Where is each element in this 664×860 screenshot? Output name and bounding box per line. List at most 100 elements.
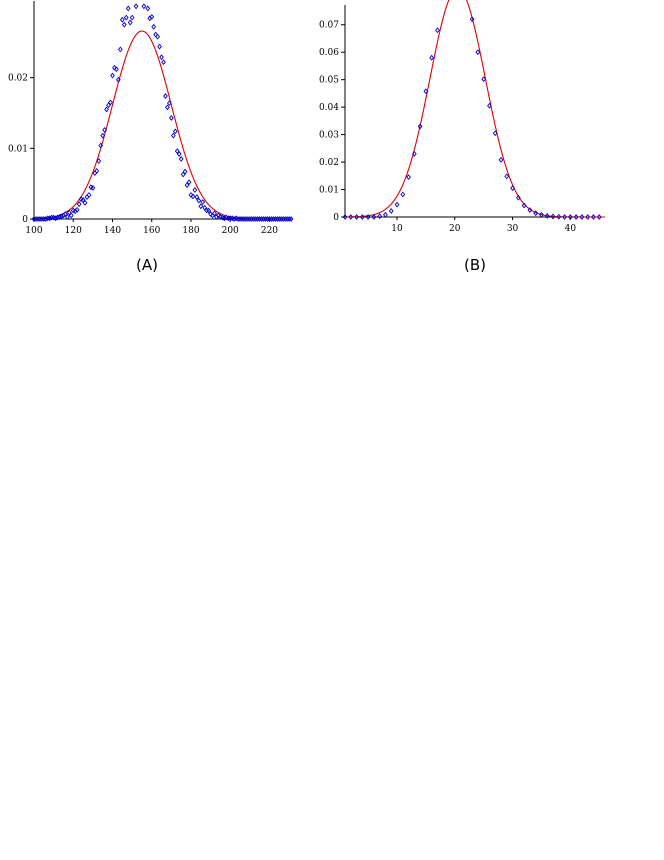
chart-a-data-point	[167, 100, 172, 107]
chart-a-data-point	[74, 206, 80, 213]
chart-a-data-point	[98, 142, 104, 149]
chart-a-data-point	[176, 151, 182, 157]
chart-b-data-point	[487, 102, 492, 109]
chart-b-data-point	[591, 214, 596, 220]
chart-a-data-point	[66, 209, 72, 216]
chart-b-data-point	[342, 214, 348, 220]
chart-b-data-point	[365, 214, 371, 220]
chart-a-data-point	[129, 14, 135, 21]
chart-a-x-tick-label: 100	[25, 226, 42, 236]
chart-a-data-point	[47, 215, 53, 222]
chart-a-data-point	[208, 211, 213, 217]
chart-a-data-point	[57, 213, 62, 220]
chart-a-data-point	[108, 99, 113, 106]
chart-a-data-point	[206, 207, 212, 214]
chart-a-data-point	[80, 197, 86, 203]
chart-b-data-point	[573, 214, 579, 220]
chart-b-data-point	[515, 194, 521, 201]
chart-a-data-point	[221, 215, 227, 222]
chart-a-data-point	[106, 102, 111, 109]
chart-b-data-point	[400, 191, 406, 198]
chart-a-data-point	[161, 59, 166, 66]
chart-b-x-tick-label: 40	[565, 224, 577, 234]
chart-a-data-point	[145, 5, 151, 12]
chart-b-data-point	[521, 202, 527, 209]
chart-b-y-tick-label: 0.03	[319, 131, 339, 141]
chart-a-data-point	[121, 21, 127, 28]
chart-b-data-point	[492, 130, 498, 137]
chart-b-data-point	[533, 210, 539, 217]
chart-a-y-tick-label: 0	[22, 215, 28, 225]
chart-a-y-tick-label: 0.01	[8, 144, 28, 154]
chart-a-data-point	[76, 201, 82, 208]
chart-a-data-point	[216, 212, 221, 219]
chart-a-data-point	[159, 54, 164, 61]
chart-b-data-point	[579, 214, 585, 220]
chart-b-data-point	[383, 211, 388, 218]
chart-a-data-point	[114, 66, 119, 73]
chart-a-data-point	[55, 214, 60, 221]
chart-b-data-point	[498, 156, 504, 163]
chart-b-data-point	[377, 213, 383, 220]
chart-a-data-point	[210, 212, 215, 219]
chart-a-data-point	[196, 197, 202, 204]
chart-b-data-point	[556, 213, 562, 220]
chart-b-data-point	[388, 208, 394, 214]
chart-a-data-point	[188, 192, 194, 198]
chart-a-data-point	[96, 158, 102, 164]
chart-panel-b: 10 20 30 40 0 0.01 0.02 0.03 0.04 0.05 0.06 0.07 (B…	[319, 0, 632, 285]
chart-a-data-point	[202, 204, 208, 211]
chart-b-data-point	[354, 214, 359, 220]
chart-a-data-point	[86, 192, 92, 198]
chart-a-data-point	[157, 43, 162, 50]
chart-a-data-point	[100, 132, 106, 139]
chart-a-data-point	[180, 171, 186, 178]
chart-a-data-point	[110, 72, 115, 79]
chart-b-data-point	[423, 88, 429, 95]
chart-b-data-point	[544, 212, 550, 219]
chart-b-y-tick-label: 0	[333, 213, 339, 223]
chart-b-svg: 10 20 30 40 0 0.01 0.02 0.03 0.04 0.05 0.06 0.07	[319, 0, 605, 234]
chart-b-data-point	[417, 123, 423, 130]
chart-a-data-point	[190, 193, 196, 200]
chart-b-data-point	[429, 54, 435, 61]
chart-a-data-point	[53, 215, 58, 222]
chart-a-data-point	[212, 210, 217, 217]
chart-a-data-point	[155, 33, 160, 40]
chart-a-data-point	[125, 5, 131, 12]
chart-panel-a: 100 120 140 160 180 200 220 0 0.01 0.02 (A)	[0, 0, 300, 285]
chart-a-y-tick-label: 0.02	[8, 74, 28, 84]
chart-b-x-tick-label: 20	[449, 224, 461, 234]
chart-a-data-point	[194, 194, 200, 201]
chart-a-data-point	[163, 93, 168, 99]
chart-a-data-point	[90, 184, 96, 191]
chart-a-data-point	[117, 46, 123, 53]
chart-b-y-tick-label: 0.05	[319, 76, 339, 86]
chart-a-data-point	[178, 156, 184, 162]
chart-a-data-point	[153, 31, 159, 38]
chart-a-data-point	[184, 182, 190, 188]
chart-a-data-point	[198, 203, 204, 210]
chart-b-data-point	[435, 27, 440, 34]
chart-a-data-point	[123, 14, 129, 21]
chart-b-data-point	[475, 49, 481, 56]
chart-b-data-point	[504, 173, 510, 180]
chart-a-data-point	[186, 179, 192, 186]
chart-a-data-point	[43, 216, 49, 222]
chart-a-data-point	[231, 216, 237, 222]
chart-b-data-point	[585, 214, 591, 220]
chart-b-data-point	[539, 211, 544, 218]
chart-b-data-point	[550, 213, 556, 220]
chart-a-data-point	[200, 199, 206, 205]
chart-a-data-point	[165, 104, 170, 111]
chart-a-data-point	[182, 168, 188, 175]
chart-a-label: (A)	[136, 256, 158, 274]
chart-a-data-point	[149, 13, 155, 20]
chart-a-data-point	[59, 213, 64, 220]
chart-b-data-point	[510, 185, 515, 192]
chart-a-data-point	[119, 16, 125, 23]
chart-a-data-point	[192, 187, 198, 193]
chart-a-data-point	[174, 148, 180, 155]
chart-a-data-point	[102, 127, 108, 133]
chart-b-data-point	[481, 76, 487, 83]
